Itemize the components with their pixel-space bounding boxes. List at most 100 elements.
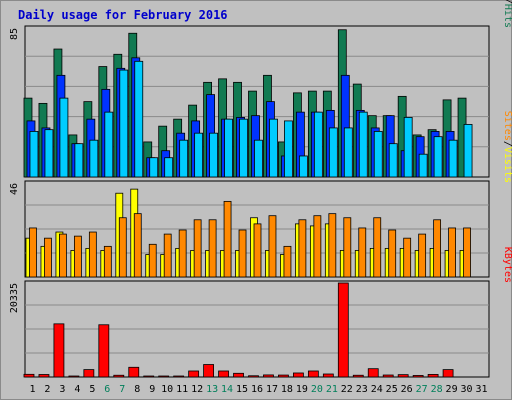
bar-sites-day-22: [343, 217, 352, 278]
x-tick-label: 2: [44, 384, 50, 395]
x-tick-label: 17: [266, 384, 278, 395]
x-tick-label: 30: [461, 384, 473, 395]
bar-sites-day-21: [328, 213, 337, 278]
bar-kbytes-day-28: [427, 374, 439, 378]
legend-label: Hits: [502, 4, 512, 28]
bar-kbytes-day-5: [83, 369, 95, 378]
bar-kbytes-day-7: [113, 374, 125, 378]
bar-pages-day-28: [433, 136, 443, 178]
bar-kbytes-day-13: [203, 364, 215, 378]
bar-pages-day-14: [224, 118, 233, 178]
bar-sites-day-8: [133, 213, 142, 278]
bar-kbytes-day-20: [307, 370, 319, 378]
series-legend-middle: Sites/Visits: [502, 111, 512, 183]
bar-pages-day-5: [89, 139, 99, 178]
bar-sites-day-7: [118, 217, 127, 278]
x-axis-day-labels: 1 2 3 4 5 6 7 8 9 10 11 12 13 14 15 16 17 18 19 20 21 22 23 24 2…: [29, 384, 487, 395]
x-tick-label: 9: [149, 384, 155, 395]
series-legend-top: Pages/Files/Hits: [502, 0, 512, 28]
x-tick-label: 15: [236, 384, 248, 395]
bar-kbytes-day-22: [337, 282, 349, 378]
bar-sites-day-30: [463, 227, 471, 278]
bar-pages-day-2: [44, 129, 54, 178]
bar-kbytes-day-16: [248, 375, 259, 378]
legend-label: /: [502, 141, 512, 147]
bar-kbytes-day-15: [233, 372, 244, 378]
x-tick-label: 25: [386, 384, 398, 395]
bar-pages-day-25: [388, 143, 398, 178]
bar-pages-day-3: [59, 97, 69, 178]
bar-kbytes-day-24: [367, 368, 379, 378]
bar-sites-day-26: [403, 237, 412, 278]
bar-sites-day-28: [433, 219, 442, 278]
y-scale-label: 20335: [9, 283, 20, 313]
bar-kbytes-day-26: [397, 374, 409, 378]
x-tick-label: 8: [134, 384, 140, 395]
bar-kbytes-day-6: [98, 324, 110, 378]
x-tick-label: 5: [89, 384, 95, 395]
x-tick-label: 31: [475, 384, 487, 395]
bar-sites-day-11: [178, 229, 187, 278]
bar-pages-day-8: [134, 60, 144, 178]
bar-kbytes-day-17: [263, 374, 274, 378]
bar-sites-day-18: [283, 245, 292, 278]
bar-kbytes-day-1: [23, 373, 35, 378]
bar-kbytes-day-27: [412, 375, 424, 378]
x-tick-label: 16: [251, 384, 263, 395]
bar-kbytes-day-2: [38, 374, 50, 378]
x-tick-label: 20: [311, 384, 323, 395]
bar-kbytes-day-23: [352, 374, 364, 378]
bar-pages-day-20: [313, 111, 323, 178]
legend-label: Sites: [502, 111, 512, 141]
bar-kbytes-day-9: [143, 375, 155, 378]
legend-label: /: [502, 0, 512, 4]
bar-pages-day-12: [194, 132, 204, 178]
bar-pages-day-6: [104, 111, 114, 178]
bar-pages-day-9: [149, 157, 159, 178]
x-tick-label: 21: [326, 384, 338, 395]
bar-pages-day-16: [254, 139, 263, 178]
bar-sites-day-2: [44, 237, 52, 278]
panel-sites-visits: 46 Sites/Visits: [9, 111, 512, 278]
chart-title: Daily usage for February 2016: [18, 8, 228, 22]
bar-kbytes-day-14: [218, 370, 229, 378]
x-tick-label: 19: [296, 384, 308, 395]
bar-kbytes-day-18: [278, 374, 289, 378]
bar-pages-day-17: [269, 118, 278, 178]
bar-sites-day-1: [29, 227, 37, 278]
bar-sites-day-16: [253, 223, 262, 278]
legend-label: KBytes: [502, 247, 512, 283]
bar-sites-day-27: [418, 233, 427, 278]
bar-pages-day-1: [29, 131, 39, 178]
x-tick-label: 28: [431, 384, 443, 395]
bar-pages-day-26: [403, 117, 413, 178]
x-tick-label: 18: [281, 384, 293, 395]
bar-sites-day-15: [238, 229, 247, 278]
panel-kbytes: 20335 KBytes: [9, 247, 512, 378]
x-tick-label: 26: [401, 384, 413, 395]
bar-pages-day-4: [74, 143, 84, 178]
bar-kbytes-day-19: [292, 372, 304, 378]
bar-sites-day-14: [223, 200, 232, 278]
bar-sites-day-20: [313, 215, 322, 278]
bar-sites-day-29: [448, 227, 456, 278]
y-scale-label: 46: [9, 183, 20, 195]
bar-pages-day-27: [418, 153, 428, 178]
bar-sites-day-4: [73, 235, 82, 278]
bar-pages-day-21: [328, 127, 338, 178]
bar-sites-day-12: [193, 219, 202, 278]
bar-kbytes-day-10: [158, 375, 170, 378]
bar-kbytes-day-8: [128, 366, 140, 378]
bar-sites-day-3: [59, 233, 67, 278]
bar-sites-day-23: [358, 227, 367, 278]
x-tick-label: 4: [74, 384, 80, 395]
bar-kbytes-day-4: [68, 375, 80, 378]
bar-sites-day-19: [298, 219, 307, 278]
y-scale-label: 85: [9, 28, 20, 40]
panel-pages-files-hits: 85 Pages/Files/Hits: [9, 0, 512, 178]
x-tick-label: 10: [161, 384, 173, 395]
x-tick-label: 27: [416, 384, 428, 395]
x-tick-label: 1: [29, 384, 35, 395]
x-tick-label: 3: [59, 384, 65, 395]
bar-kbytes-day-29: [442, 369, 454, 378]
